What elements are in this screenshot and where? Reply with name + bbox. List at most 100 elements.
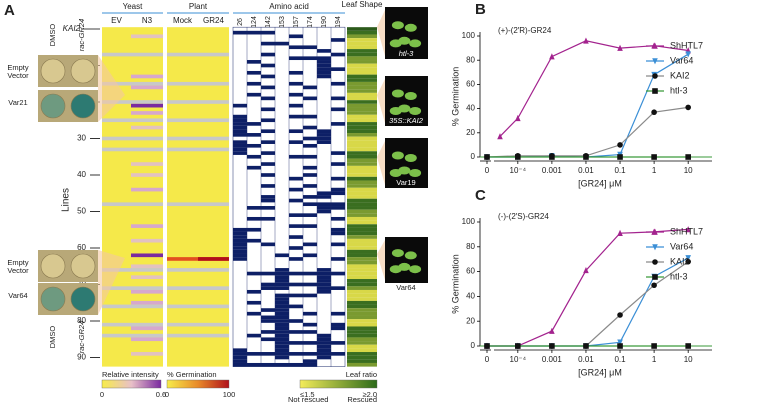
heatmap-cell xyxy=(303,173,317,177)
heatmap-cell xyxy=(275,286,289,290)
marker xyxy=(549,327,555,334)
callout xyxy=(377,79,385,123)
marker xyxy=(484,154,490,160)
heatmap-cell xyxy=(167,304,198,309)
x-tick-label: 10⁻⁴ xyxy=(510,166,527,175)
heatmap-cell xyxy=(131,34,163,39)
heatmap-cell xyxy=(275,311,289,316)
heatmap-cell xyxy=(347,92,377,97)
heatmap-cell xyxy=(317,206,331,210)
heatmap-cell xyxy=(233,352,247,356)
heatmap-cell xyxy=(347,297,377,301)
heatmap-cell xyxy=(247,300,261,305)
heatmap-cell xyxy=(303,242,317,247)
heatmap-cell xyxy=(347,89,377,93)
heatmap-cell xyxy=(247,352,261,356)
heatmap-cell xyxy=(261,173,275,177)
row-name: Empty Vector xyxy=(7,258,29,275)
heatmap-cell xyxy=(347,184,377,188)
heatmap-cell xyxy=(233,122,247,126)
leaf xyxy=(391,249,404,258)
heatmap-cell xyxy=(102,333,131,338)
marker xyxy=(583,267,589,274)
heatmap-cell xyxy=(289,114,303,119)
y-tick-label: 60 xyxy=(466,267,475,276)
marker xyxy=(549,154,555,160)
heatmap-cell xyxy=(261,216,275,221)
heatmap-cell xyxy=(261,362,275,367)
heatmap-cell xyxy=(275,319,289,323)
leaf xyxy=(391,21,404,30)
heatmap-cell xyxy=(247,311,261,316)
heatmap-cell xyxy=(247,60,261,64)
heatmap-cell xyxy=(275,279,289,283)
heatmap-cell xyxy=(303,271,317,276)
heatmap-cell xyxy=(347,96,377,101)
heatmap-cell xyxy=(198,52,229,57)
heatmap-cell xyxy=(347,260,377,265)
y-tick-label: 100 xyxy=(462,217,476,226)
leaf xyxy=(409,265,422,274)
heatmap-cell xyxy=(303,96,317,101)
heatmap-cell xyxy=(347,78,377,82)
heatmap-cell xyxy=(131,326,163,331)
y-tick-label: 40 xyxy=(466,292,475,301)
heatmap-cell xyxy=(131,268,163,272)
heatmap-cell xyxy=(247,206,261,210)
heatmap-cell xyxy=(331,326,345,331)
heatmap-cell xyxy=(331,67,345,71)
heatmap-cell xyxy=(347,333,377,338)
row-tick-label: 90 xyxy=(77,353,86,362)
heatmap-cell xyxy=(347,311,377,316)
marker xyxy=(549,53,555,60)
heatmap-cell xyxy=(247,289,261,294)
heatmap-cell xyxy=(289,330,303,334)
heatmap-cell xyxy=(289,213,303,217)
heatmap-cell xyxy=(317,129,331,134)
marker xyxy=(652,244,658,251)
heatmap-cell xyxy=(317,70,331,75)
leaf xyxy=(404,92,417,100)
x-tick-label: 1 xyxy=(652,166,657,175)
heatmap-cell xyxy=(303,352,317,356)
heatmap-cell xyxy=(331,38,345,42)
x-tick-label: 0.1 xyxy=(614,166,626,175)
heatmap-cell xyxy=(347,227,377,232)
heatmap-cell xyxy=(198,100,229,104)
heatmap-cell xyxy=(347,195,377,199)
heatmap-cell xyxy=(317,209,331,214)
treatment: DMSO xyxy=(48,326,57,349)
heatmap-cell xyxy=(347,133,377,137)
marker xyxy=(685,154,691,160)
heatmap-cell xyxy=(347,300,377,305)
heatmap-cell xyxy=(331,151,345,155)
yeast-spot xyxy=(40,58,66,84)
heatmap-cell xyxy=(289,304,303,309)
heatmap-cell xyxy=(317,275,331,280)
heatmap-cell xyxy=(347,70,377,75)
marker xyxy=(617,339,623,346)
heatmap-cell xyxy=(102,202,131,207)
y-axis-title: % Germination xyxy=(450,254,460,314)
scale-max: 0.6 xyxy=(156,390,166,399)
heatmap-cell xyxy=(233,242,247,247)
heatmap-column xyxy=(167,27,198,367)
heatmap-cell xyxy=(331,227,345,232)
heatmap-cell xyxy=(198,202,229,207)
heatmap-cell xyxy=(347,162,377,166)
marker xyxy=(651,154,657,160)
photo xyxy=(385,76,428,126)
legend-label: Var64 xyxy=(670,55,693,65)
heatmap-cell xyxy=(131,103,163,108)
heatmap-cell xyxy=(102,147,131,152)
heatmap-cell xyxy=(331,52,345,57)
heatmap-cell xyxy=(275,362,289,367)
marker xyxy=(652,228,658,235)
panel-label: A xyxy=(4,2,15,19)
heatmap-cell xyxy=(347,60,377,64)
heatmap-cell xyxy=(331,191,345,196)
heatmap-cell xyxy=(347,158,377,163)
heatmap-cell xyxy=(275,275,289,280)
heatmap-cell xyxy=(261,315,275,320)
heatmap-cell xyxy=(131,275,163,280)
